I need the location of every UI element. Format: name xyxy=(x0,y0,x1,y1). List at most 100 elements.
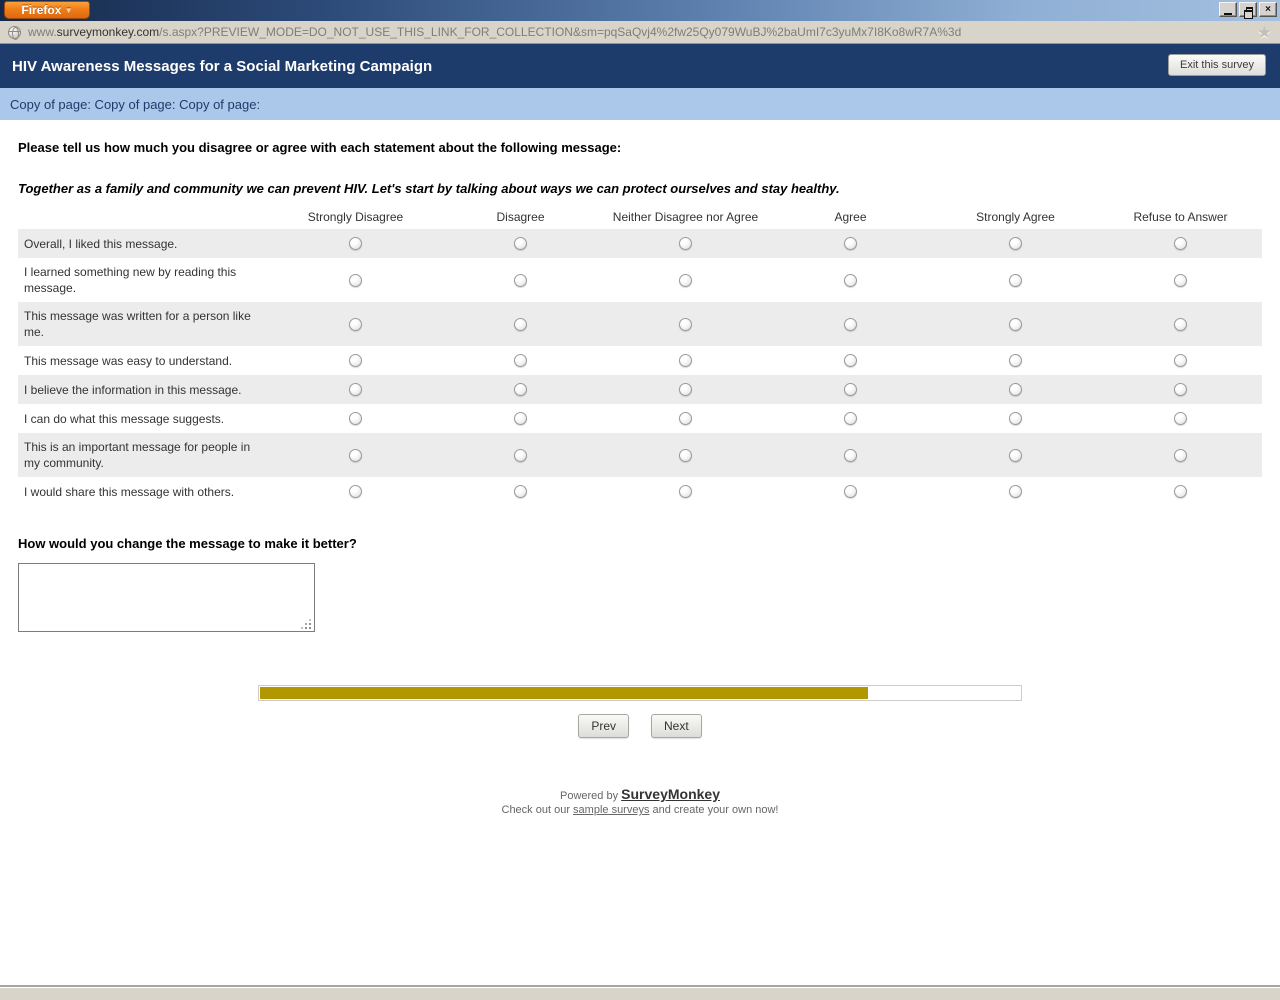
radio-row5-col4[interactable] xyxy=(1009,412,1022,425)
radio-row3-col4[interactable] xyxy=(1009,354,1022,367)
radio-row1-col2[interactable] xyxy=(679,273,692,287)
radio-row6-col5[interactable] xyxy=(1174,448,1187,462)
radio-row5-col5[interactable] xyxy=(1174,412,1187,425)
radio-row3-col3[interactable] xyxy=(844,354,857,367)
bookmark-star-icon[interactable]: ★ xyxy=(1256,22,1272,42)
close-button[interactable]: × xyxy=(1259,2,1277,17)
matrix-row-label: I learned something new by reading this … xyxy=(24,265,237,295)
matrix-row-0: Overall, I liked this message. xyxy=(18,229,1262,258)
next-button[interactable]: Next xyxy=(651,714,702,738)
radio-row7-col0[interactable] xyxy=(349,485,362,498)
radio-row4-col1[interactable] xyxy=(514,383,527,396)
matrix-cell xyxy=(933,412,1098,425)
radio-row1-col4[interactable] xyxy=(1009,273,1022,287)
radio-row3-col2[interactable] xyxy=(679,354,692,367)
matrix-cell xyxy=(273,383,438,396)
matrix-cell xyxy=(273,317,438,331)
radio-row0-col4[interactable] xyxy=(1009,237,1022,250)
radio-row7-col4[interactable] xyxy=(1009,485,1022,498)
radio-row5-col1[interactable] xyxy=(514,412,527,425)
radio-row2-col0[interactable] xyxy=(349,317,362,331)
matrix-cell xyxy=(1098,237,1263,250)
radio-row4-col5[interactable] xyxy=(1174,383,1187,396)
restore-button[interactable] xyxy=(1239,2,1257,19)
matrix-cell xyxy=(933,237,1098,250)
status-bar xyxy=(0,987,1280,1000)
minimize-icon xyxy=(1224,12,1232,15)
prev-button[interactable]: Prev xyxy=(578,714,629,738)
radio-row7-col5[interactable] xyxy=(1174,485,1187,498)
matrix-cell xyxy=(768,485,933,498)
matrix-cell xyxy=(1098,412,1263,425)
radio-row6-col3[interactable] xyxy=(844,448,857,462)
nav-buttons: Prev Next xyxy=(18,714,1262,738)
matrix-row-6: This is an important message for people … xyxy=(18,433,1262,477)
matrix-cell xyxy=(603,485,768,498)
radio-row0-col3[interactable] xyxy=(844,237,857,250)
radio-row3-col5[interactable] xyxy=(1174,354,1187,367)
surveymonkey-link[interactable]: SurveyMonkey xyxy=(621,786,720,802)
url-prefix: www. xyxy=(28,25,57,39)
radio-row2-col1[interactable] xyxy=(514,317,527,331)
radio-row5-col3[interactable] xyxy=(844,412,857,425)
radio-row3-col1[interactable] xyxy=(514,354,527,367)
radio-row1-col0[interactable] xyxy=(349,273,362,287)
radio-row0-col2[interactable] xyxy=(679,237,692,250)
matrix-cell xyxy=(438,383,603,396)
matrix-cell xyxy=(768,383,933,396)
matrix-row-1: I learned something new by reading this … xyxy=(18,258,1262,302)
progress-bar xyxy=(258,685,1022,701)
radio-row0-col1[interactable] xyxy=(514,237,527,250)
matrix-row-label: I would share this message with others. xyxy=(24,484,235,499)
matrix-cell xyxy=(933,273,1098,287)
matrix-cell xyxy=(273,448,438,462)
radio-row6-col4[interactable] xyxy=(1009,448,1022,462)
comment-textarea[interactable] xyxy=(18,563,315,632)
matrix-cell xyxy=(768,354,933,367)
radio-row0-col0[interactable] xyxy=(349,237,362,250)
radio-row2-col5[interactable] xyxy=(1174,317,1187,331)
matrix-row-5: I can do what this message suggests. xyxy=(18,404,1262,433)
radio-row2-col2[interactable] xyxy=(679,317,692,331)
firefox-menu-button[interactable]: Firefox ▼ xyxy=(4,1,90,19)
radio-row1-col1[interactable] xyxy=(514,273,527,287)
radio-row4-col3[interactable] xyxy=(844,383,857,396)
matrix-row-label: I believe the information in this messag… xyxy=(24,382,242,397)
radio-row6-col0[interactable] xyxy=(349,448,362,462)
matrix-cell xyxy=(438,237,603,250)
radio-row7-col3[interactable] xyxy=(844,485,857,498)
radio-row7-col2[interactable] xyxy=(679,485,692,498)
sample-surveys-link[interactable]: sample surveys xyxy=(573,804,650,816)
question1-statement: Together as a family and community we ca… xyxy=(18,181,840,196)
matrix-row-4: I believe the information in this messag… xyxy=(18,375,1262,404)
radio-row6-col1[interactable] xyxy=(514,448,527,462)
matrix-column-header-4: Strongly Agree xyxy=(976,210,1055,224)
radio-row4-col0[interactable] xyxy=(349,383,362,396)
window-controls: × xyxy=(1219,2,1277,19)
radio-row1-col3[interactable] xyxy=(844,273,857,287)
radio-row5-col0[interactable] xyxy=(349,412,362,425)
radio-row1-col5[interactable] xyxy=(1174,273,1187,287)
matrix-cell xyxy=(768,317,933,331)
radio-row4-col4[interactable] xyxy=(1009,383,1022,396)
matrix-cell xyxy=(603,448,768,462)
matrix-row-3: This message was easy to understand. xyxy=(18,346,1262,375)
radio-row4-col2[interactable] xyxy=(679,383,692,396)
radio-row7-col1[interactable] xyxy=(514,485,527,498)
matrix-cell xyxy=(273,485,438,498)
matrix-cell xyxy=(603,237,768,250)
radio-row5-col2[interactable] xyxy=(679,412,692,425)
matrix-cell xyxy=(438,273,603,287)
survey-content: Please tell us how much you disagree or … xyxy=(0,120,1280,816)
address-input[interactable]: www.surveymonkey.com/s.aspx?PREVIEW_MODE… xyxy=(28,25,1251,39)
radio-row6-col2[interactable] xyxy=(679,448,692,462)
radio-row3-col0[interactable] xyxy=(349,354,362,367)
radio-row2-col3[interactable] xyxy=(844,317,857,331)
radio-row0-col5[interactable] xyxy=(1174,237,1187,250)
exit-survey-button[interactable]: Exit this survey xyxy=(1168,54,1266,76)
matrix-header-spacer xyxy=(18,208,273,229)
minimize-button[interactable] xyxy=(1219,2,1237,17)
matrix-cell xyxy=(273,412,438,425)
matrix-cell xyxy=(933,383,1098,396)
radio-row2-col4[interactable] xyxy=(1009,317,1022,331)
